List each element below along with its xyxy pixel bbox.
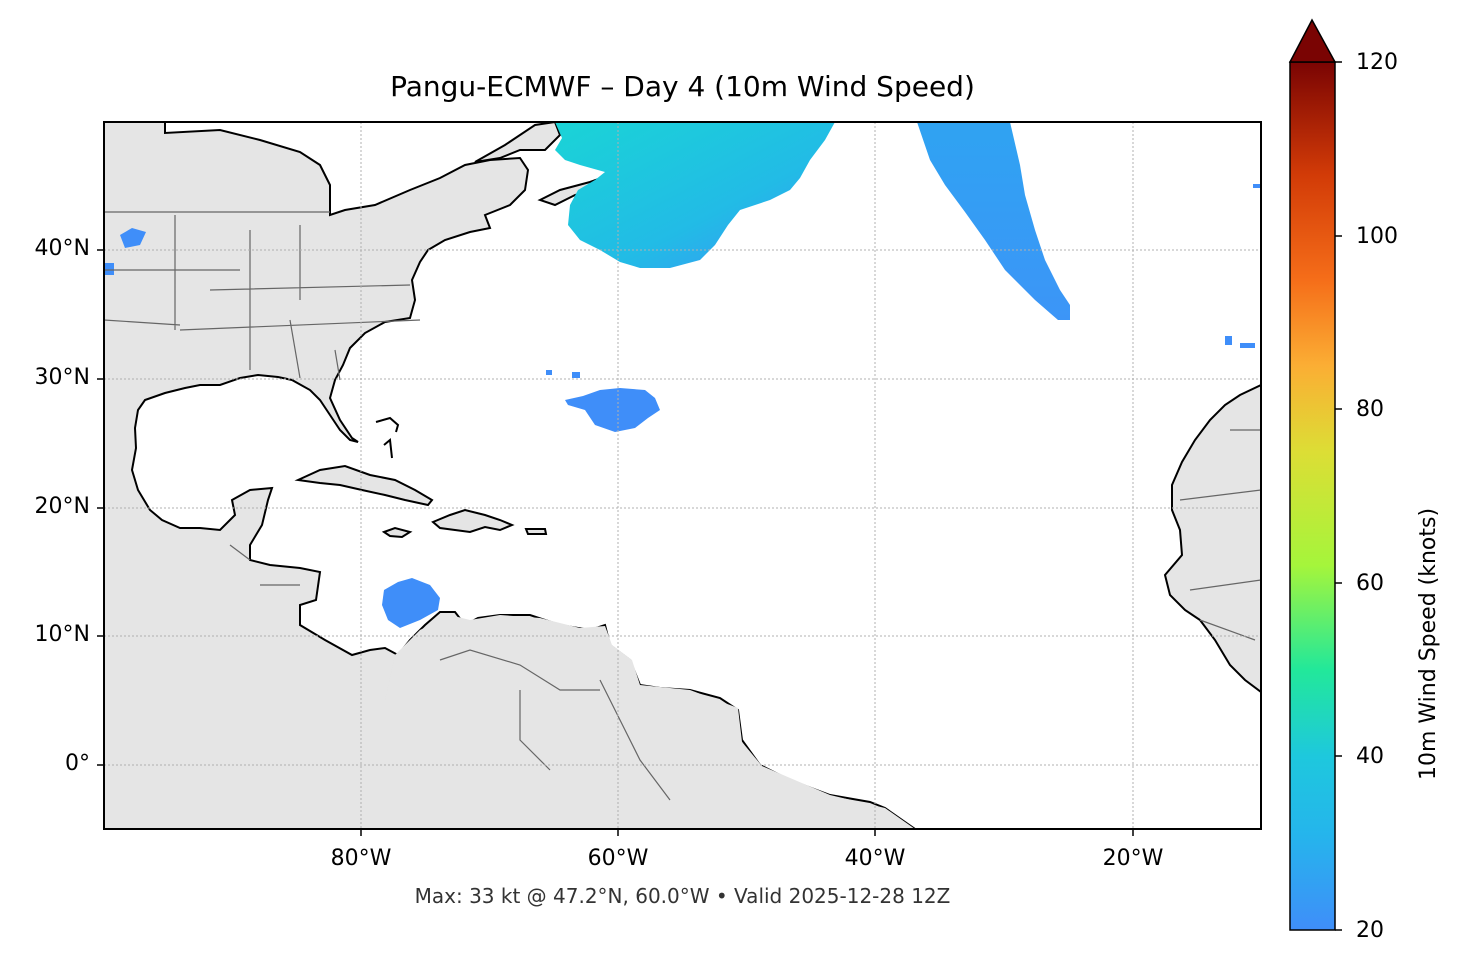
colorbar-tick-40: 40 xyxy=(1356,744,1384,769)
colorbar-tick-120: 120 xyxy=(1356,50,1398,75)
lat-label-0: 0° xyxy=(65,751,90,776)
lon-label-40w: 40°W xyxy=(844,846,906,871)
island-cuba xyxy=(294,464,434,507)
wind-newfoundland-jet xyxy=(555,122,835,268)
lat-label-30n: 30°N xyxy=(34,365,90,390)
colorbar-tick-100: 100 xyxy=(1356,224,1398,249)
colorbar-extend-arrow xyxy=(1288,18,1337,63)
lat-label-20n: 20°N xyxy=(34,494,90,519)
wind-subtropical-blob xyxy=(565,388,660,432)
wind-caribbean-blob xyxy=(382,578,440,628)
land-labrador-coast xyxy=(474,122,562,163)
colorbar-ticks xyxy=(1335,61,1342,931)
land-africa xyxy=(1163,383,1261,694)
wind-central-atlantic-band xyxy=(917,122,1070,320)
colorbar-title: 10m Wind Speed (knots) xyxy=(1416,507,1441,780)
axis-ticks xyxy=(97,249,1134,836)
map-footer: Max: 33 kt @ 47.2°N, 60.0°W • Valid 2025… xyxy=(414,884,951,908)
lon-label-60w: 60°W xyxy=(587,846,649,871)
country-borders xyxy=(104,211,1261,801)
lon-label-80w: 80°W xyxy=(330,846,392,871)
island-hispaniola xyxy=(431,508,515,534)
colorbar-tick-60: 60 xyxy=(1356,571,1384,596)
island-puerto-rico xyxy=(524,528,548,535)
map-area xyxy=(104,122,1261,829)
lat-label-40n: 40°N xyxy=(34,236,90,261)
colorbar-tick-80: 80 xyxy=(1356,397,1384,422)
island-bahamas xyxy=(375,416,400,459)
gridlines xyxy=(104,122,1261,829)
land-south-america xyxy=(342,615,915,829)
colorbar-tick-20: 20 xyxy=(1356,918,1384,943)
map-title: Pangu-ECMWF – Day 4 (10m Wind Speed) xyxy=(390,70,975,103)
colorbar xyxy=(1288,18,1342,931)
island-jamaica xyxy=(381,526,413,539)
lat-label-10n: 10°N xyxy=(34,622,90,647)
map-frame xyxy=(103,121,1262,830)
colorbar-gradient xyxy=(1289,61,1336,931)
lon-label-20w: 20°W xyxy=(1102,846,1164,871)
